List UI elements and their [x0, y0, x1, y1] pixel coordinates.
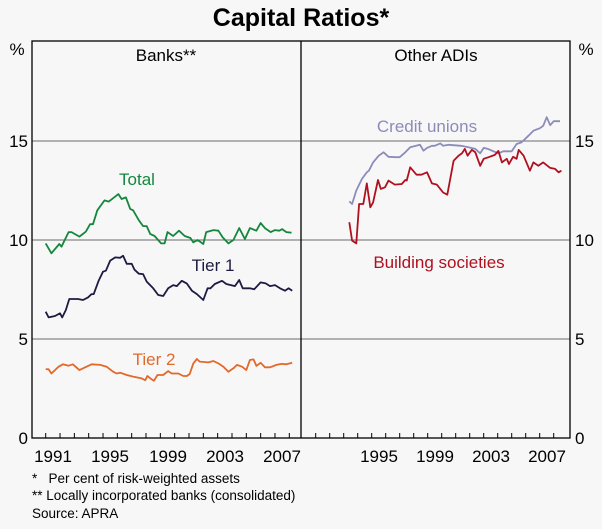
x-axis-tick-labels: 1991 1995 1999 2003 2007 1995 1999 2003 …	[34, 447, 566, 466]
y-tick-left-5: 5	[19, 330, 28, 349]
series-line-total	[44, 193, 292, 255]
y-tick-left-0: 0	[19, 429, 28, 448]
y-tick-left-10: 10	[9, 231, 28, 250]
y-axis-unit-right: %	[578, 40, 593, 59]
panel-title-banks: Banks**	[136, 46, 197, 65]
series-label-total: Total	[119, 170, 155, 189]
y-tick-right-15: 15	[575, 132, 594, 151]
x-tick-left-2007: 2007	[263, 447, 301, 466]
footnote-1: * Per cent of risk-weighted assets	[32, 471, 240, 486]
x-tick-right-2007: 2007	[528, 447, 566, 466]
x-tick-right-1999: 1999	[416, 447, 454, 466]
series-line-building-societies	[348, 147, 562, 245]
x-tick-right-2003: 2003	[472, 447, 510, 466]
x-axis-ticks	[45, 433, 555, 438]
series-label-tier-1: Tier 1	[192, 256, 235, 275]
x-tick-right-1995: 1995	[360, 447, 398, 466]
x-tick-left-1999: 1999	[149, 447, 187, 466]
y-tick-right-10: 10	[575, 231, 594, 250]
x-tick-left-1991: 1991	[34, 447, 72, 466]
x-tick-left-2003: 2003	[206, 447, 244, 466]
panel-title-other-adis: Other ADIs	[394, 46, 477, 65]
source-note: Source: APRA	[32, 506, 118, 521]
y-tick-right-0: 0	[575, 429, 584, 448]
series-line-credit-unions	[348, 116, 560, 205]
x-tick-left-1995: 1995	[91, 447, 129, 466]
y-axis-unit-left: %	[9, 40, 24, 59]
series-label-credit-unions: Credit unions	[377, 117, 477, 136]
series-line-tier-2	[45, 358, 293, 382]
series-lines	[44, 116, 562, 382]
series-label-tier-2: Tier 2	[133, 350, 176, 369]
y-tick-right-5: 5	[575, 330, 584, 349]
chart-title: Capital Ratios*	[213, 4, 390, 32]
y-tick-left-15: 15	[9, 132, 28, 151]
series-label-building-societies: Building societies	[373, 253, 504, 272]
y-axis-tick-labels: 0 5 10 15 0 5 10 15	[9, 132, 594, 448]
footnote-2: ** Locally incorporated banks (consolida…	[32, 488, 295, 503]
series-line-tier-1	[44, 254, 293, 319]
